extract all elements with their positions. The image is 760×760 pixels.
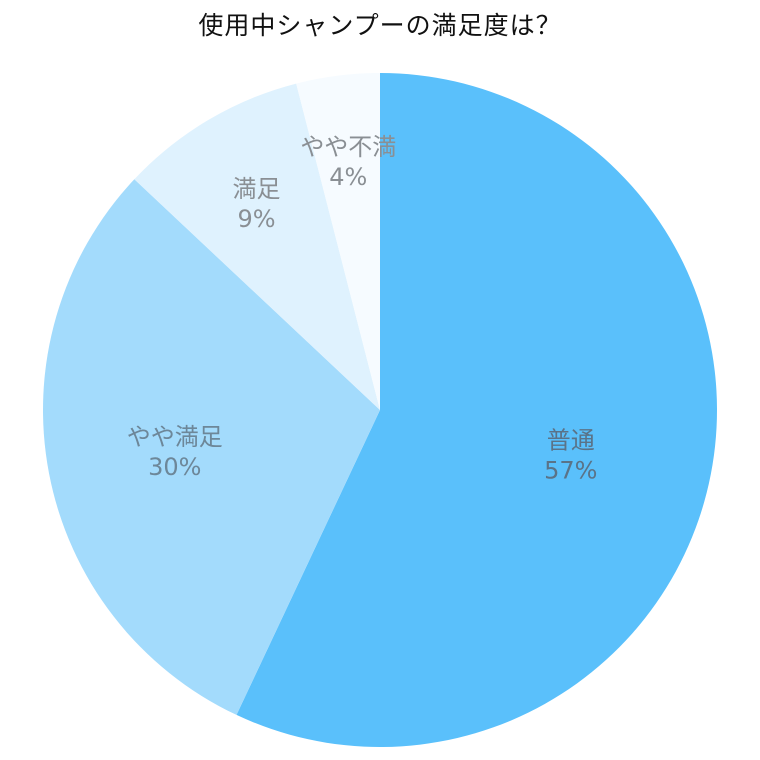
pie-slice-0 [236,73,717,748]
slice-value-3: 4% [329,163,367,191]
pie-slice-3 [296,73,380,410]
slice-label-3: やや不満 [300,133,396,161]
slice-label-0: 普通 [547,427,595,455]
pie-slices [42,73,717,748]
slice-value-1: 30% [148,453,201,481]
slice-value-0: 57% [544,457,597,485]
slice-label-2: 満足 [232,175,280,203]
slice-value-2: 9% [237,205,275,233]
pie-slice-2 [134,83,380,411]
chart-title: 使用中シャンプーの満足度は？ [198,11,562,40]
pie-slice-1 [42,179,381,715]
slice-label-1: やや満足 [127,423,223,451]
